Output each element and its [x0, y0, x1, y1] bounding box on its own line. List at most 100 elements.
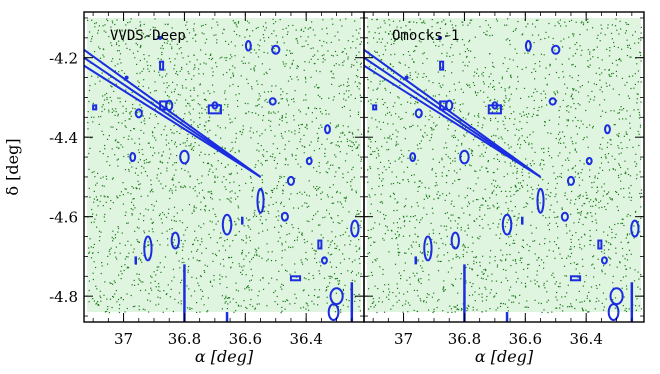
- galaxy-point: [285, 158, 287, 160]
- galaxy-point: [455, 256, 457, 258]
- galaxy-point: [89, 196, 91, 198]
- galaxy-point: [411, 58, 413, 60]
- galaxy-point: [158, 152, 160, 154]
- galaxy-point: [539, 60, 541, 63]
- galaxy-point: [373, 73, 375, 75]
- galaxy-point: [179, 143, 181, 145]
- galaxy-point: [437, 197, 439, 199]
- galaxy-point: [111, 236, 113, 238]
- galaxy-point: [193, 23, 195, 25]
- galaxy-point: [188, 32, 191, 34]
- galaxy-point: [572, 143, 574, 145]
- galaxy-point: [200, 289, 202, 291]
- galaxy-point: [172, 268, 174, 270]
- galaxy-point: [476, 309, 478, 311]
- galaxy-point: [197, 126, 199, 128]
- galaxy-point: [262, 119, 264, 121]
- galaxy-point: [265, 71, 267, 73]
- galaxy-point: [403, 216, 405, 218]
- galaxy-point: [448, 260, 450, 262]
- galaxy-point: [629, 233, 631, 235]
- galaxy-point: [256, 253, 258, 255]
- galaxy-point: [313, 214, 315, 217]
- galaxy-point: [142, 115, 144, 117]
- galaxy-point: [625, 237, 627, 239]
- galaxy-point: [558, 123, 560, 125]
- galaxy-point: [458, 309, 460, 311]
- galaxy-point: [564, 275, 566, 277]
- galaxy-point: [521, 257, 523, 259]
- galaxy-point: [578, 290, 580, 292]
- galaxy-point: [290, 193, 292, 195]
- galaxy-point: [306, 128, 308, 130]
- galaxy-point: [221, 276, 223, 278]
- galaxy-point: [108, 109, 110, 111]
- galaxy-point: [427, 34, 430, 36]
- galaxy-point: [142, 308, 144, 310]
- galaxy-point: [433, 128, 435, 131]
- galaxy-point: [459, 257, 461, 259]
- galaxy-point: [207, 297, 209, 299]
- galaxy-point: [114, 252, 116, 254]
- galaxy-point: [639, 114, 641, 116]
- galaxy-point: [570, 238, 572, 240]
- galaxy-point: [450, 47, 452, 49]
- galaxy-point: [397, 227, 399, 229]
- galaxy-point: [198, 192, 200, 194]
- galaxy-point: [561, 207, 563, 209]
- galaxy-point: [258, 255, 260, 257]
- galaxy-point: [448, 192, 451, 194]
- galaxy-point: [106, 196, 109, 198]
- galaxy-point: [305, 251, 307, 254]
- galaxy-point: [625, 133, 627, 135]
- galaxy-point: [161, 155, 163, 157]
- galaxy-point: [199, 83, 201, 85]
- galaxy-point: [282, 189, 284, 191]
- galaxy-point: [157, 36, 159, 38]
- galaxy-point: [151, 276, 153, 278]
- galaxy-point: [557, 176, 559, 178]
- galaxy-point: [112, 202, 114, 204]
- galaxy-point: [622, 218, 624, 220]
- galaxy-point: [346, 227, 348, 229]
- galaxy-point: [473, 256, 475, 258]
- galaxy-point: [354, 20, 356, 22]
- galaxy-point: [335, 127, 337, 129]
- galaxy-point: [435, 182, 437, 184]
- galaxy-point: [145, 158, 147, 161]
- galaxy-point: [193, 210, 195, 212]
- galaxy-point: [567, 184, 569, 186]
- galaxy-point: [412, 114, 414, 116]
- galaxy-point: [473, 263, 475, 265]
- galaxy-point: [99, 48, 101, 50]
- galaxy-point: [133, 279, 135, 281]
- galaxy-point: [355, 75, 358, 77]
- satellite-streak-mask: [84, 64, 262, 178]
- galaxy-point: [521, 128, 523, 130]
- galaxy-point: [399, 218, 401, 220]
- galaxy-point: [374, 222, 376, 224]
- galaxy-point: [184, 169, 186, 171]
- star-mask: [305, 156, 313, 166]
- galaxy-point: [142, 153, 144, 155]
- galaxy-point: [396, 202, 398, 204]
- galaxy-point: [491, 192, 493, 195]
- galaxy-point: [397, 182, 399, 184]
- galaxy-point: [275, 216, 277, 218]
- galaxy-point: [408, 181, 410, 183]
- galaxy-point: [428, 279, 430, 281]
- galaxy-point: [601, 110, 604, 112]
- galaxy-point: [541, 159, 543, 161]
- galaxy-point: [192, 244, 194, 246]
- x-tick-label: 36.4: [569, 330, 602, 348]
- galaxy-point: [171, 27, 173, 29]
- galaxy-point: [402, 311, 404, 313]
- galaxy-point: [378, 223, 381, 225]
- galaxy-point: [336, 191, 338, 194]
- galaxy-point: [111, 108, 114, 110]
- galaxy-point: [396, 231, 399, 233]
- galaxy-point: [263, 155, 265, 157]
- galaxy-point: [539, 163, 542, 165]
- galaxy-point: [318, 165, 320, 167]
- galaxy-point: [386, 296, 388, 298]
